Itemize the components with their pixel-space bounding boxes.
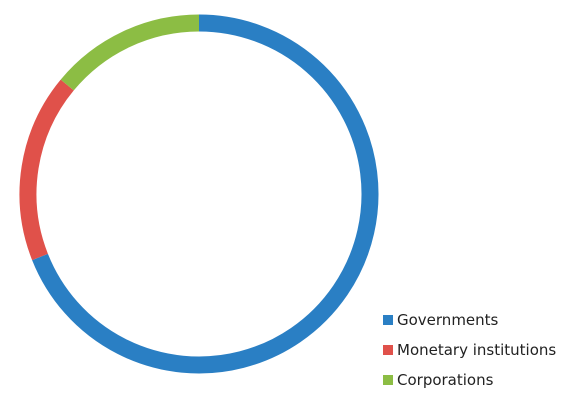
donut-slice-governments (32, 14, 379, 374)
legend-item-governments: Governments (383, 305, 556, 335)
legend-item-monetary-institutions: Monetary institutions (383, 335, 556, 365)
legend-swatch-monetary-institutions (383, 345, 393, 355)
legend-swatch-corporations (383, 375, 393, 385)
legend-item-corporations: Corporations (383, 365, 556, 395)
legend-label-corporations: Corporations (397, 371, 494, 389)
donut-slice-monetary-institutions (19, 79, 74, 261)
legend-label-governments: Governments (397, 311, 499, 329)
legend-label-monetary-institutions: Monetary institutions (397, 341, 557, 359)
chart-legend: Governments Monetary institutions Corpor… (383, 305, 556, 395)
donut-slice-corporations (60, 14, 200, 91)
legend-swatch-governments (383, 315, 393, 325)
